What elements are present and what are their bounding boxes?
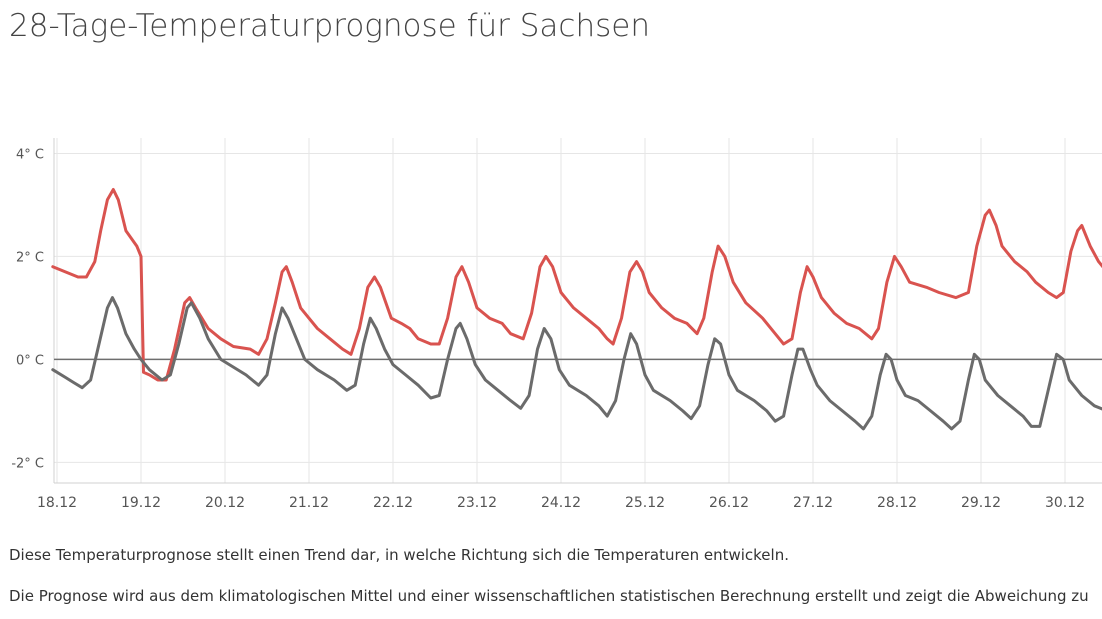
x-tick-label: 19.12: [121, 495, 161, 511]
x-tick-label: 22.12: [373, 495, 413, 511]
x-tick-label: 28.12: [877, 495, 917, 511]
y-tick-label: 2° C: [16, 250, 44, 265]
series-line-min: [51, 296, 1102, 431]
page-title: 28-Tage-Temperaturprognose für Sachsen: [9, 8, 650, 44]
y-tick-label: -2° C: [11, 456, 44, 471]
chart-labels: -2° C 0° C 2° C 4° C 18.12 19.12 20.12 21.12 22.…: [11, 147, 1085, 511]
x-tick-label: 21.12: [289, 495, 329, 511]
chart-series: [51, 188, 1102, 431]
x-tick-label: 26.12: [709, 495, 749, 511]
series-line-max: [51, 188, 1102, 382]
x-tick-label: 30.12: [1045, 495, 1085, 511]
chart-grid: [54, 138, 1102, 483]
description-trend: Diese Temperaturprognose stellt einen Tr…: [9, 546, 789, 564]
x-tick-label: 27.12: [793, 495, 833, 511]
x-tick-label: 25.12: [625, 495, 665, 511]
x-tick-label: 18.12: [37, 495, 77, 511]
x-tick-label: 24.12: [541, 495, 581, 511]
description-method: Die Prognose wird aus dem klimatologisch…: [9, 587, 1089, 605]
x-tick-label: 20.12: [205, 495, 245, 511]
x-tick-label: 23.12: [457, 495, 497, 511]
y-tick-label: 0° C: [16, 353, 44, 368]
x-tick-label: 29.12: [961, 495, 1001, 511]
y-tick-label: 4° C: [16, 147, 44, 162]
temperature-chart: -2° C 0° C 2° C 4° C 18.12 19.12 20.12 21.12 22.…: [11, 138, 1102, 511]
chart-axes: [53, 138, 1102, 484]
